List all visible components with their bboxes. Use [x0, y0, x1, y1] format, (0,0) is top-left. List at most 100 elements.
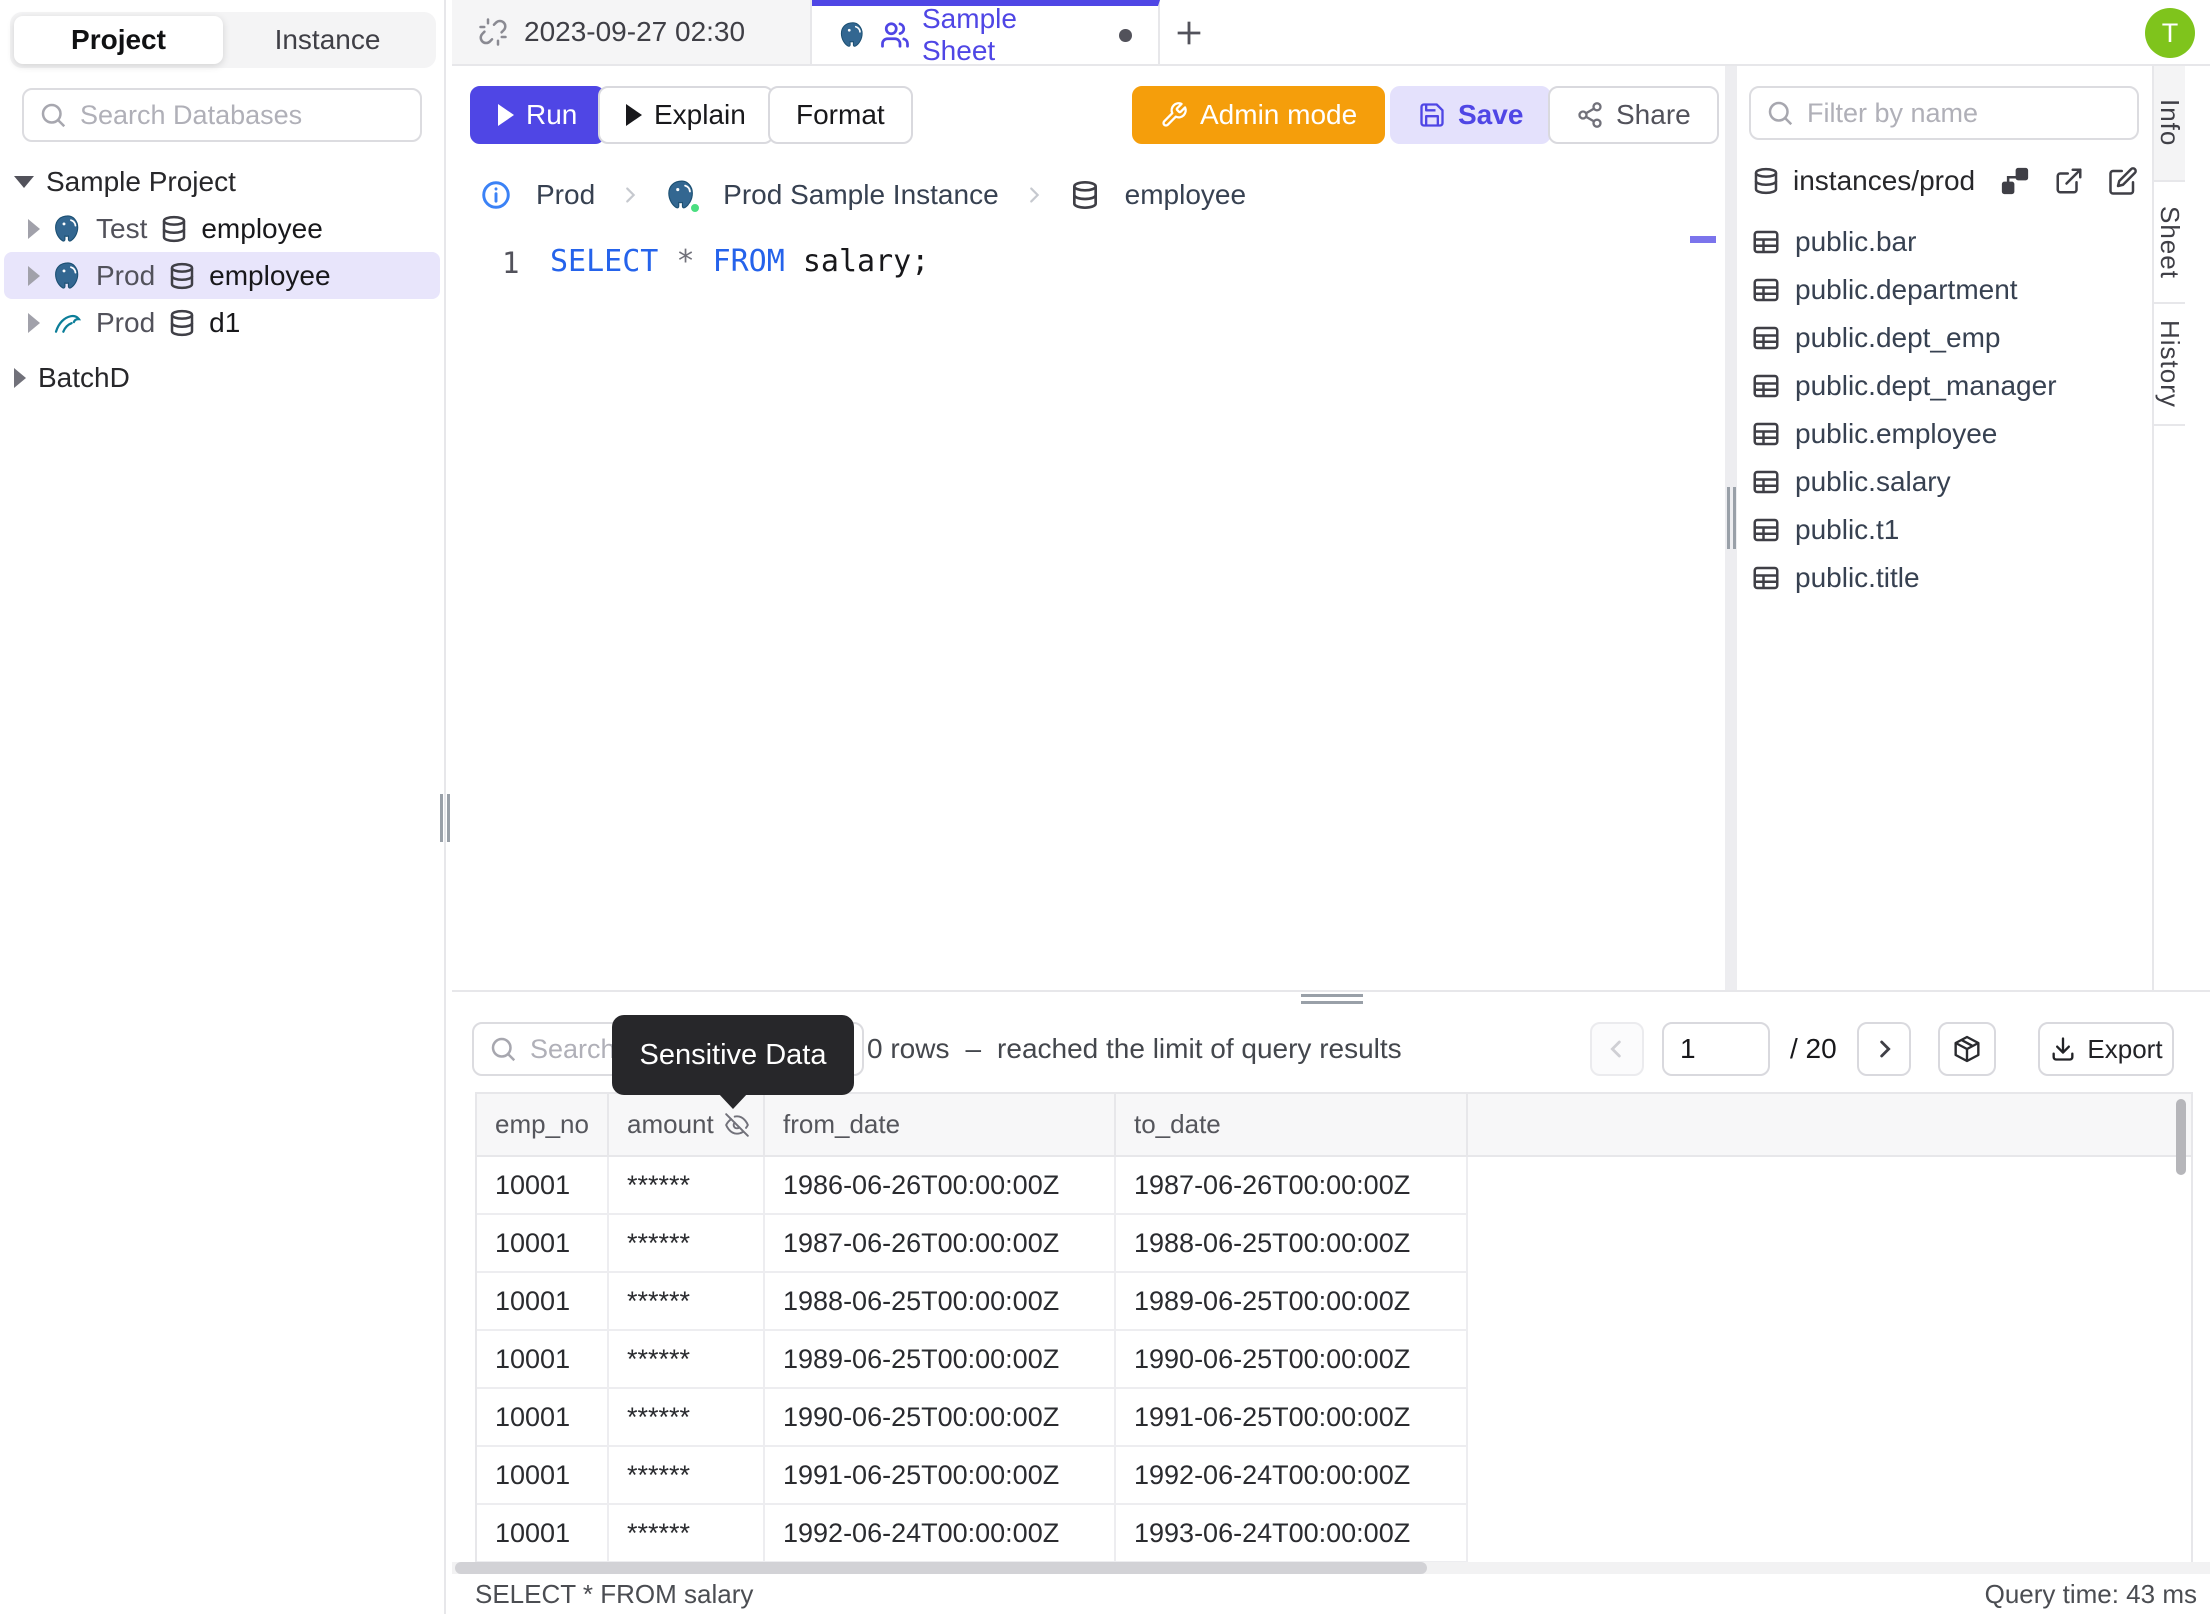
box-icon-button[interactable]: [1938, 1022, 1996, 1076]
cell-from-date[interactable]: 1992-06-24T00:00:00Z: [765, 1505, 1116, 1563]
cell-from-date[interactable]: 1987-06-26T00:00:00Z: [765, 1215, 1116, 1273]
query-time: Query time: 43 ms: [1984, 1578, 2197, 1609]
cell-to-date[interactable]: 1989-06-25T00:00:00Z: [1116, 1273, 1468, 1331]
cell-from-date[interactable]: 1989-06-25T00:00:00Z: [765, 1331, 1116, 1389]
external-link-icon[interactable]: [2054, 166, 2084, 196]
breadcrumb-env[interactable]: Prod: [536, 179, 596, 210]
cell-to-date[interactable]: 1993-06-24T00:00:00Z: [1116, 1505, 1468, 1563]
table-list-item[interactable]: public.department: [1737, 266, 2152, 314]
cell-amount-masked[interactable]: ******: [609, 1157, 765, 1215]
cell-amount-masked[interactable]: ******: [609, 1447, 765, 1505]
cell-amount-masked[interactable]: ******: [609, 1505, 765, 1563]
table-list-item[interactable]: public.t1: [1737, 506, 2152, 554]
schema-diagram-icon[interactable]: [2000, 166, 2030, 196]
prev-page-button[interactable]: [1590, 1022, 1644, 1076]
cell-from-date[interactable]: 1991-06-25T00:00:00Z: [765, 1447, 1116, 1505]
cell-emp-no[interactable]: 10001: [477, 1331, 609, 1389]
sql-code-line[interactable]: SELECT * FROM salary;: [550, 244, 929, 279]
tab-sample-sheet[interactable]: Sample Sheet: [812, 0, 1160, 66]
cell-to-date[interactable]: 1990-06-25T00:00:00Z: [1116, 1331, 1468, 1389]
cell-from-date[interactable]: 1988-06-25T00:00:00Z: [765, 1273, 1116, 1331]
table-list-item[interactable]: public.salary: [1737, 458, 2152, 506]
cell-emp-no[interactable]: 10001: [477, 1215, 609, 1273]
cell-amount-masked[interactable]: ******: [609, 1215, 765, 1273]
table-row[interactable]: 10001 ****** 1988-06-25T00:00:00Z 1989-0…: [477, 1273, 2191, 1331]
breadcrumb-database[interactable]: employee: [1124, 179, 1247, 210]
cell-emp-no[interactable]: 10001: [477, 1447, 609, 1505]
cell-amount-masked[interactable]: ******: [609, 1331, 765, 1389]
table-row[interactable]: 10001 ****** 1986-06-26T00:00:00Z 1987-0…: [477, 1157, 2191, 1215]
export-button[interactable]: Export: [2038, 1022, 2174, 1076]
table-icon: [1751, 419, 1781, 449]
tab-instance[interactable]: Instance: [274, 24, 381, 55]
table-row[interactable]: 10001 ****** 1991-06-25T00:00:00Z 1992-0…: [477, 1447, 2191, 1505]
cell-to-date[interactable]: 1991-06-25T00:00:00Z: [1116, 1389, 1468, 1447]
page-number-input[interactable]: [1662, 1022, 1770, 1076]
tree-node-test-employee[interactable]: Test employee: [0, 205, 446, 252]
table-list-item[interactable]: public.dept_manager: [1737, 362, 2152, 410]
admin-mode-button[interactable]: Admin mode: [1132, 86, 1386, 144]
new-tab-button[interactable]: [1162, 6, 1216, 60]
sidebar-resize-handle[interactable]: [439, 794, 451, 842]
cell-from-date[interactable]: 1986-06-26T00:00:00Z: [765, 1157, 1116, 1215]
info-icon[interactable]: [480, 179, 512, 211]
cell-emp-no[interactable]: 10001: [477, 1505, 609, 1563]
table-filter-input[interactable]: [1807, 97, 2123, 129]
tab-history[interactable]: History: [2154, 304, 2185, 426]
sheet-tabbar: 2023-09-27 02:30 Sample Sheet T: [452, 0, 2210, 66]
results-resize-handle[interactable]: [1301, 994, 1363, 1006]
tree-node-prod-d1[interactable]: Prod d1: [0, 299, 446, 346]
column-header-to-date[interactable]: to_date: [1116, 1094, 1468, 1157]
table-list-item[interactable]: public.bar: [1737, 218, 2152, 266]
table-icon: [1751, 467, 1781, 497]
tree-node-batchd[interactable]: BatchD: [0, 354, 446, 401]
cell-amount-masked[interactable]: ******: [609, 1273, 765, 1331]
table-icon: [1751, 275, 1781, 305]
play-icon: [498, 104, 514, 126]
explain-button[interactable]: Explain: [598, 86, 774, 144]
horizontal-scrollbar-thumb[interactable]: [455, 1562, 1427, 1574]
edit-icon[interactable]: [2108, 166, 2138, 196]
table-row[interactable]: 10001 ****** 1990-06-25T00:00:00Z 1991-0…: [477, 1389, 2191, 1447]
cell-to-date[interactable]: 1987-06-26T00:00:00Z: [1116, 1157, 1468, 1215]
share-button[interactable]: Share: [1548, 86, 1719, 144]
table-horizontal-scrollbar[interactable]: [452, 1562, 2210, 1574]
table-list-item[interactable]: public.title: [1737, 554, 2152, 602]
table-row[interactable]: 10001 ****** 1989-06-25T00:00:00Z 1990-0…: [477, 1331, 2191, 1389]
format-button[interactable]: Format: [768, 86, 913, 144]
run-button[interactable]: Run: [470, 86, 606, 144]
tab-project[interactable]: Project: [14, 16, 223, 64]
cell-to-date[interactable]: 1988-06-25T00:00:00Z: [1116, 1215, 1468, 1273]
panel-resize-divider[interactable]: [1725, 66, 1737, 990]
user-avatar[interactable]: T: [2145, 8, 2195, 58]
database-search-input[interactable]: [80, 99, 406, 131]
column-header-from-date[interactable]: from_date: [765, 1094, 1116, 1157]
sql-editor[interactable]: 1 SELECT * FROM salary;: [452, 228, 1725, 990]
cell-from-date[interactable]: 1990-06-25T00:00:00Z: [765, 1389, 1116, 1447]
database-icon: [159, 214, 189, 244]
cell-emp-no[interactable]: 10001: [477, 1389, 609, 1447]
cell-emp-no[interactable]: 10001: [477, 1157, 609, 1215]
table-list-item[interactable]: public.dept_emp: [1737, 314, 2152, 362]
sql-keyword: SELECT: [550, 244, 659, 279]
tree-node-sample-project[interactable]: Sample Project: [0, 158, 446, 205]
cell-amount-masked[interactable]: ******: [609, 1389, 765, 1447]
panel-resize-handle[interactable]: [1725, 487, 1737, 549]
breadcrumb-instance[interactable]: Prod Sample Instance: [723, 179, 999, 210]
save-button[interactable]: Save: [1390, 86, 1552, 144]
table-row[interactable]: 10001 ****** 1987-06-26T00:00:00Z 1988-0…: [477, 1215, 2191, 1273]
next-page-button[interactable]: [1857, 1022, 1911, 1076]
cell-to-date[interactable]: 1992-06-24T00:00:00Z: [1116, 1447, 1468, 1505]
eye-off-icon[interactable]: [724, 1112, 750, 1138]
tab-sheet[interactable]: Sheet: [2154, 182, 2185, 304]
table-name: public.dept_manager: [1795, 370, 2057, 401]
table-row[interactable]: 10001 ****** 1992-06-24T00:00:00Z 1993-0…: [477, 1505, 2191, 1563]
tab-history-sheet[interactable]: 2023-09-27 02:30: [452, 0, 812, 64]
tab-info[interactable]: Info: [2154, 66, 2185, 182]
table-vertical-scrollbar[interactable]: [2176, 1099, 2186, 1175]
column-header-emp-no[interactable]: emp_no: [477, 1094, 609, 1157]
cell-emp-no[interactable]: 10001: [477, 1273, 609, 1331]
column-header-amount[interactable]: amount: [609, 1094, 765, 1157]
tree-node-prod-employee-selected[interactable]: Prod employee: [4, 252, 440, 299]
table-list-item[interactable]: public.employee: [1737, 410, 2152, 458]
